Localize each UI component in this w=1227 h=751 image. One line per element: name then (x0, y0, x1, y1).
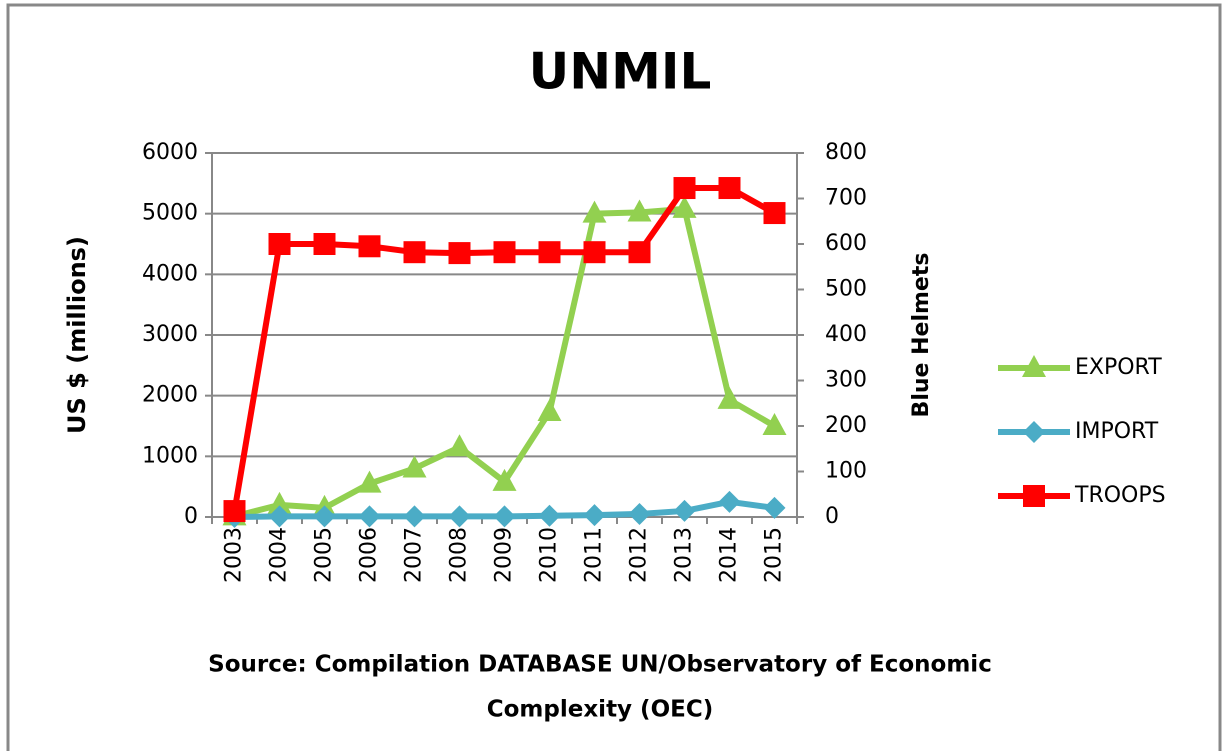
x-tick-label: 2014 (717, 527, 742, 583)
x-tick-label: 2008 (447, 527, 472, 583)
x-tick-label: 2006 (357, 527, 382, 583)
data-point (538, 504, 561, 527)
y2-axis-label: Blue Helmets (909, 253, 934, 418)
x-tick-label: 2005 (312, 527, 337, 583)
data-point (313, 505, 336, 528)
legend-label: EXPORT (1075, 355, 1162, 380)
x-tick-label: 2013 (672, 527, 697, 583)
y2-tick-label: 500 (825, 277, 867, 302)
data-point (582, 200, 607, 223)
x-tick-label: 2015 (762, 527, 787, 583)
data-point (402, 455, 427, 478)
data-point (267, 491, 292, 514)
data-point (762, 413, 787, 435)
data-point (492, 468, 517, 491)
data-point (627, 199, 652, 222)
data-point (718, 490, 741, 513)
x-tick-label: 2010 (537, 527, 562, 583)
data-point (223, 500, 246, 523)
data-point (493, 505, 516, 528)
y-tick-label: 2000 (142, 383, 198, 408)
y2-tick-label: 800 (825, 140, 867, 165)
data-point (268, 233, 291, 255)
data-point (358, 505, 381, 528)
chart-title: UNMIL (529, 43, 712, 101)
data-point (493, 241, 516, 264)
y-tick-label: 5000 (142, 201, 198, 226)
data-point (358, 235, 381, 258)
y2-tick-label: 300 (825, 368, 867, 393)
data-point (583, 241, 606, 264)
frame (6, 3, 1222, 751)
data-point (628, 502, 651, 525)
data-point (628, 241, 651, 264)
data-point (403, 241, 426, 264)
data-point (448, 505, 471, 528)
y2-tick-label: 700 (825, 186, 867, 211)
data-point (357, 470, 382, 493)
legend-marker (1023, 421, 1045, 443)
data-point (673, 499, 696, 522)
x-tick-label: 2004 (267, 527, 292, 583)
data-point (403, 505, 426, 528)
source-note: Source: Compilation DATABASE UN/Observat… (208, 652, 992, 678)
x-tick-label: 2012 (627, 527, 652, 583)
data-point (583, 504, 606, 527)
legend-label: IMPORT (1075, 419, 1159, 444)
data-point (672, 195, 697, 218)
legend-marker (1022, 355, 1046, 377)
y2-tick-label: 200 (825, 413, 867, 438)
y-tick-label: 6000 (142, 140, 198, 165)
y2-tick-label: 100 (825, 459, 867, 484)
data-point (673, 177, 696, 200)
data-point (718, 177, 741, 200)
y-tick-label: 3000 (142, 322, 198, 347)
x-tick-label: 2003 (222, 527, 247, 583)
data-point (537, 399, 562, 422)
data-point (538, 241, 561, 264)
y-tick-label: 0 (184, 504, 198, 529)
data-point (763, 496, 786, 519)
y-tick-label: 1000 (142, 443, 198, 468)
data-point (717, 386, 742, 409)
y2-tick-label: 0 (825, 504, 839, 529)
y2-tick-label: 600 (825, 231, 867, 256)
y2-tick-label: 400 (825, 322, 867, 347)
data-point (268, 505, 291, 528)
data-point (313, 233, 336, 255)
source-note: Complexity (OEC) (487, 697, 713, 723)
x-tick-label: 2007 (402, 527, 427, 583)
legend-marker (1023, 485, 1045, 507)
data-point (448, 242, 471, 265)
y-tick-label: 4000 (142, 261, 198, 286)
data-point (763, 202, 786, 225)
data-point (447, 434, 472, 457)
x-tick-label: 2009 (492, 527, 517, 583)
y-axis-label: US $ (millions) (63, 236, 91, 434)
legend-label: TROOPS (1074, 483, 1166, 508)
x-tick-label: 2011 (582, 527, 607, 583)
